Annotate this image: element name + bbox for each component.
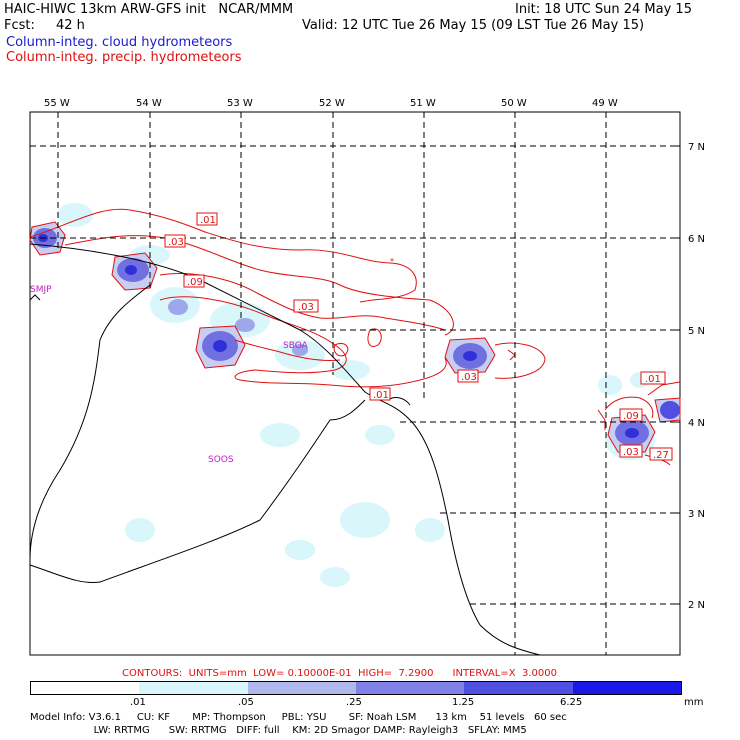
coastline [29, 243, 541, 656]
forecast-label: Fcst: [4, 18, 35, 33]
forecast-hours: 42 h [56, 18, 85, 33]
station-sboa: SBOA [283, 341, 309, 351]
model-info-line1: Model Info: V3.6.1 CU: KF MP: Thompson P… [30, 712, 567, 723]
svg-text:51 W: 51 W [410, 98, 436, 109]
lat-lon-grid [30, 112, 680, 655]
svg-text:52 W: 52 W [319, 98, 345, 109]
contour-label: .27 [653, 450, 669, 461]
svg-text:7 N: 7 N [688, 142, 705, 153]
contour-label: .03 [623, 447, 639, 458]
colorbar-tick: .01 [130, 697, 146, 708]
svg-text:4 N: 4 N [688, 418, 705, 429]
model-info-line2: LW: RRTMG SW: RRTMG DIFF: full KM: 2D Sm… [30, 725, 527, 736]
latitude-labels: 7 N 6 N 5 N 4 N 3 N 2 N [688, 142, 705, 611]
contour-label: .01 [200, 215, 216, 226]
field-cloud-label: Column-integ. cloud hydrometeors [6, 35, 233, 50]
contour-labels: .01 .03 .09 .03 .01 .03 .01 .09 .03 .27 [168, 215, 669, 461]
init-time: Init: 18 UTC Sun 24 May 15 [515, 2, 692, 17]
precip-cells [29, 221, 681, 453]
colorbar-tick: .05 [238, 697, 254, 708]
colorbar [30, 681, 682, 695]
svg-text:53 W: 53 W [227, 98, 253, 109]
precip-contours [29, 208, 681, 466]
svg-text:5 N: 5 N [688, 326, 705, 337]
right-ticks [676, 145, 680, 605]
longitude-labels: 55 W 54 W 53 W 52 W 51 W 50 W 49 W [44, 98, 618, 109]
svg-text:2 N: 2 N [688, 600, 705, 611]
svg-text:54 W: 54 W [136, 98, 162, 109]
valid-time: Valid: 12 UTC Tue 26 May 15 (09 LST Tue … [302, 18, 645, 33]
contour-label-boxes [164, 212, 673, 461]
svg-text:6 N: 6 N [688, 234, 705, 245]
svg-text:50 W: 50 W [501, 98, 527, 109]
contours-info: CONTOURS: UNITS=mm LOW= 0.10000E-01 HIGH… [122, 668, 557, 679]
station-labels: SMJP SBOA SOOS [30, 285, 309, 465]
contour-label: .01 [373, 390, 389, 401]
svg-text:3 N: 3 N [688, 509, 705, 520]
field-precip-label: Column-integ. precip. hydrometeors [6, 50, 242, 65]
svg-text:55 W: 55 W [44, 98, 70, 109]
station-soos: SOOS [208, 455, 234, 465]
title: HAIC-HIWC 13km ARW-GFS init NCAR/MMM [4, 2, 294, 17]
contour-label: .03 [168, 237, 184, 248]
contour-label: .01 [645, 374, 661, 385]
colorbar-tick: 1.25 [452, 697, 475, 708]
colorbar-tick: .25 [346, 697, 362, 708]
contour-label: .03 [298, 302, 314, 313]
svg-text:49 W: 49 W [592, 98, 618, 109]
contour-label: .09 [623, 411, 639, 422]
station-smjp: SMJP [30, 285, 52, 295]
svg-text:*: * [390, 257, 394, 266]
colorbar-unit: mm [684, 697, 704, 708]
contour-label: .09 [187, 277, 203, 288]
contour-label: .03 [461, 372, 477, 383]
colorbar-tick: 6.25 [560, 697, 583, 708]
